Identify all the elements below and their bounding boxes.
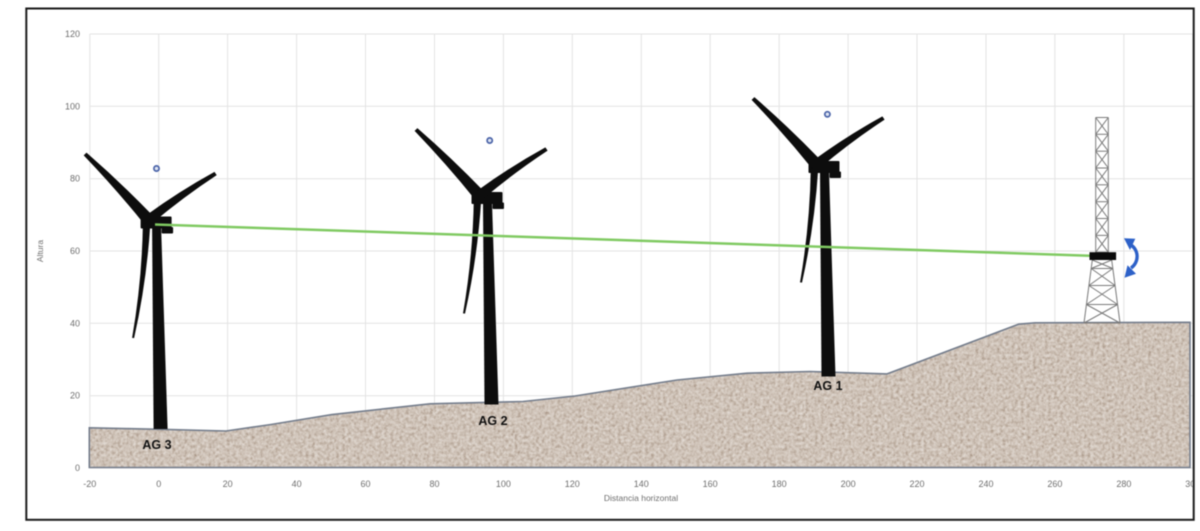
svg-text:AG 3: AG 3	[142, 438, 171, 452]
svg-text:200: 200	[841, 479, 856, 489]
svg-text:240: 240	[978, 479, 993, 489]
svg-text:20: 20	[70, 391, 80, 401]
svg-text:80: 80	[429, 479, 439, 489]
svg-text:260: 260	[1047, 479, 1062, 489]
svg-text:60: 60	[70, 246, 80, 256]
svg-text:100: 100	[496, 479, 511, 489]
svg-text:160: 160	[703, 479, 718, 489]
svg-text:180: 180	[772, 479, 787, 489]
svg-text:0: 0	[75, 463, 80, 473]
svg-text:140: 140	[634, 479, 649, 489]
svg-text:220: 220	[909, 479, 924, 489]
svg-text:AG 1: AG 1	[813, 379, 842, 393]
svg-text:60: 60	[360, 479, 370, 489]
svg-text:80: 80	[70, 174, 80, 184]
svg-text:0: 0	[156, 479, 161, 489]
svg-text:Distancia horizontal: Distancia horizontal	[604, 493, 678, 503]
svg-text:100: 100	[65, 101, 80, 111]
svg-text:40: 40	[292, 479, 302, 489]
svg-text:Altura: Altura	[35, 240, 45, 262]
svg-text:40: 40	[70, 318, 80, 328]
svg-text:300: 300	[1185, 479, 1200, 489]
svg-text:-20: -20	[83, 479, 96, 489]
svg-text:120: 120	[565, 479, 580, 489]
svg-text:280: 280	[1116, 479, 1131, 489]
svg-text:120: 120	[65, 29, 80, 39]
svg-text:20: 20	[223, 479, 233, 489]
svg-text:AG 2: AG 2	[478, 414, 507, 428]
